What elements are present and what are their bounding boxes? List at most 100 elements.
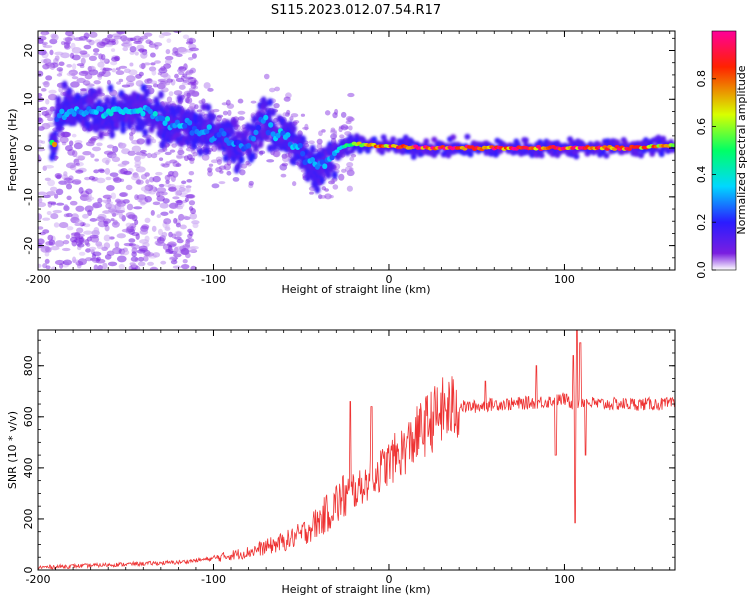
spectrogram-cell bbox=[154, 60, 161, 64]
spectrogram-cell bbox=[185, 252, 191, 259]
spectrogram-cell bbox=[102, 67, 107, 74]
spectrogram-frame bbox=[37, 30, 676, 271]
colorbar-tick-label: 0.8 bbox=[695, 70, 708, 88]
spectrogram-cell bbox=[80, 88, 88, 92]
spectrogram-cell bbox=[115, 70, 125, 76]
spectrogram-cell bbox=[56, 202, 65, 206]
spectrogram-cell bbox=[133, 41, 143, 45]
spectrogram-cell bbox=[142, 255, 149, 262]
spectrogram-cell bbox=[65, 234, 71, 239]
spectrogram-cell bbox=[38, 112, 42, 117]
snr-xtick-label: -100 bbox=[201, 573, 226, 586]
spectrogram-cell bbox=[64, 177, 73, 181]
spectrogram-cell bbox=[111, 56, 120, 62]
spectrogram-cell bbox=[66, 72, 77, 77]
spectrogram-cell bbox=[265, 129, 271, 136]
colorbar-label: Normalized spectral amplitude bbox=[735, 65, 748, 234]
spectrogram-cell bbox=[46, 191, 56, 196]
spectrogram-cell bbox=[139, 63, 147, 69]
spectrogram-cell bbox=[110, 98, 117, 107]
spectrogram-cell bbox=[138, 245, 148, 252]
spectrogram-cell bbox=[176, 205, 184, 210]
spectrogram-cell bbox=[263, 73, 270, 80]
spectrogram-cell bbox=[224, 121, 231, 130]
spectrogram-cell bbox=[178, 84, 186, 90]
spectrogram-cell bbox=[270, 108, 277, 117]
spectrogram-cell bbox=[71, 111, 77, 117]
spectrogram-cell bbox=[103, 150, 114, 155]
spectrogram-cell bbox=[71, 256, 77, 264]
spectrogram-cell bbox=[96, 177, 106, 184]
spectrogram-cell bbox=[123, 170, 132, 175]
spectrogram-cell bbox=[152, 201, 161, 206]
spectrogram-cell bbox=[71, 213, 79, 220]
spectrogram-cell bbox=[92, 146, 102, 152]
spectrogram-cell bbox=[262, 100, 269, 109]
spectrogram-cell bbox=[255, 125, 262, 131]
spectrogram-cell bbox=[165, 248, 171, 253]
spectrogram-cell bbox=[69, 236, 78, 243]
spectrogram-cell bbox=[40, 88, 47, 92]
spectrogram-cell bbox=[371, 136, 378, 143]
spectrogram-cell bbox=[226, 103, 235, 109]
spectrogram-cell bbox=[97, 61, 105, 68]
spectrogram-cell bbox=[338, 173, 345, 181]
spectrogram-cell bbox=[266, 144, 273, 153]
spectrogram-cell bbox=[61, 247, 71, 252]
spectrogram-cell bbox=[92, 48, 100, 53]
spectrogram-cell bbox=[191, 141, 198, 150]
spectrogram-cell bbox=[104, 96, 111, 105]
spectrogram-cell bbox=[188, 87, 196, 92]
spectrogram-cell bbox=[82, 151, 92, 156]
spectrogram-cell bbox=[178, 47, 188, 55]
spectrogram-cell bbox=[101, 199, 111, 203]
spectrogram-cell bbox=[243, 129, 250, 138]
spectrogram-cell bbox=[152, 175, 161, 183]
spectrogram-cell bbox=[178, 186, 186, 193]
colorbar-tick-label: 0.0 bbox=[695, 261, 708, 279]
spectrogram-cell bbox=[116, 31, 127, 35]
spectrogram-cell bbox=[152, 252, 161, 258]
spectrogram-cell bbox=[119, 142, 127, 148]
spectrogram-cell bbox=[522, 137, 529, 144]
spectrogram-cell bbox=[174, 189, 179, 197]
spectrogram-cell bbox=[84, 73, 93, 80]
spectrogram-cell bbox=[116, 233, 126, 239]
spectrogram-cell bbox=[573, 153, 580, 160]
spectrogram-cell bbox=[83, 32, 90, 39]
spectrogram-cell bbox=[73, 37, 84, 42]
spectrogram-cell bbox=[409, 139, 416, 146]
spectrogram-cell bbox=[450, 134, 457, 141]
spectrogram-cell bbox=[154, 240, 163, 246]
spectrogram-cell bbox=[47, 179, 56, 187]
colorbar-tick-label: 0.6 bbox=[695, 118, 708, 136]
spectrogram-cell bbox=[159, 202, 169, 209]
spectrogram-cell bbox=[118, 212, 124, 219]
spectrogram-cell bbox=[118, 65, 128, 69]
spectrogram-cell bbox=[93, 80, 101, 85]
spectrogram-cell bbox=[75, 169, 84, 174]
spectrogram-cell bbox=[133, 206, 143, 210]
spectrogram-cell bbox=[61, 80, 68, 89]
spectrogram-cell bbox=[38, 231, 46, 236]
spectrogram-cell bbox=[184, 241, 191, 248]
spectrogram-cell bbox=[330, 178, 335, 184]
spectrogram-cell bbox=[340, 124, 349, 131]
spectrogram-xtick-label: 100 bbox=[554, 273, 575, 286]
spectrogram-cell bbox=[38, 191, 47, 196]
spectrogram-cell bbox=[94, 158, 99, 162]
spectrogram-cell bbox=[347, 92, 355, 98]
spectrogram-cell bbox=[58, 119, 65, 128]
spectrogram-cell bbox=[319, 176, 326, 185]
spectrogram-cell bbox=[88, 55, 97, 62]
spectrogram-cell bbox=[390, 136, 397, 143]
spectrogram-cell bbox=[181, 180, 187, 185]
spectrogram-cell bbox=[137, 48, 148, 52]
spectrogram-cell bbox=[65, 162, 76, 169]
spectrogram-cell bbox=[66, 226, 74, 231]
spectrogram-cell bbox=[185, 97, 193, 104]
spectrogram-cell bbox=[160, 260, 167, 265]
spectrogram-cell bbox=[88, 175, 96, 181]
spectrogram-cell bbox=[259, 150, 266, 155]
